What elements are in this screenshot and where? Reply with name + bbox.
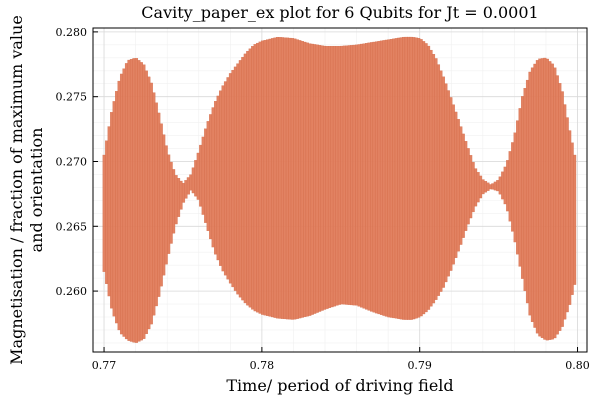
plot-frame (92, 27, 588, 353)
y-tick-label: 0.260 (56, 285, 88, 298)
x-tick-label: 0.78 (250, 359, 275, 372)
x-tick-label: 0.80 (565, 359, 590, 372)
x-tick-label: 0.79 (407, 359, 432, 372)
y-tick-label: 0.265 (56, 220, 88, 233)
x-tick-label: 0.77 (92, 359, 117, 372)
y-axis-label-line-2: and orientation (27, 128, 46, 253)
y-axis-label-line-1: Magnetisation / fraction of maximum valu… (7, 15, 26, 365)
y-tick-label: 0.270 (56, 155, 88, 168)
data-layer (102, 36, 577, 343)
ticks: 0.77 0.78 0.79 0.80 0.260 0.265 0.270 0.275 0.28… (56, 26, 590, 372)
data-bar (572, 154, 577, 285)
y-tick-label: 0.280 (56, 26, 88, 39)
x-axis-label: Time/ period of driving field (226, 376, 453, 395)
y-tick-label: 0.275 (56, 91, 88, 104)
chart-title: Cavity_paper_ex plot for 6 Qubits for Jt… (141, 3, 538, 22)
